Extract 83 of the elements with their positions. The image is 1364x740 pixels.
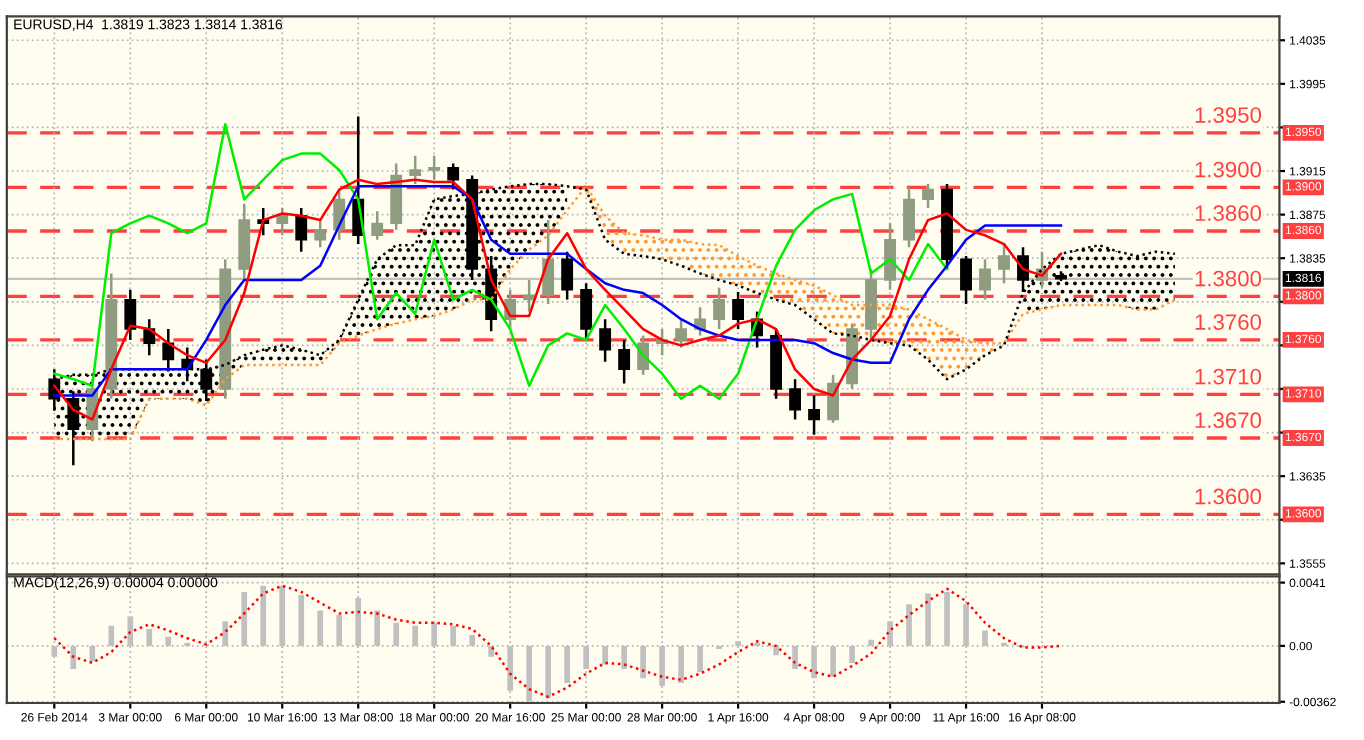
candlestick bbox=[143, 317, 156, 357]
bar bbox=[545, 645, 551, 699]
bar bbox=[108, 625, 115, 646]
bar bbox=[640, 645, 646, 679]
candlestick bbox=[884, 222, 896, 292]
bar bbox=[89, 645, 96, 662]
bar bbox=[659, 645, 665, 687]
candlestick bbox=[789, 377, 801, 421]
bar bbox=[678, 645, 684, 683]
text: 1.3710 bbox=[1195, 368, 1262, 385]
candlestick bbox=[1017, 246, 1029, 294]
bar bbox=[260, 585, 267, 646]
candlestick bbox=[409, 154, 422, 186]
bar bbox=[374, 610, 381, 646]
candlestick bbox=[428, 154, 441, 181]
bar bbox=[849, 645, 855, 663]
text: 1.3760 bbox=[1195, 314, 1262, 330]
candlestick bbox=[960, 254, 972, 306]
candlestick bbox=[390, 162, 403, 232]
text: 1.3800 bbox=[1195, 270, 1262, 287]
bar bbox=[887, 621, 893, 646]
candlestick bbox=[447, 162, 460, 191]
candlestick bbox=[903, 186, 915, 249]
bar bbox=[982, 630, 988, 646]
bar bbox=[507, 645, 514, 691]
bar bbox=[165, 636, 172, 646]
bar bbox=[488, 645, 495, 657]
candlestick bbox=[675, 317, 688, 349]
bar bbox=[450, 625, 457, 646]
bar bbox=[469, 635, 476, 646]
bar bbox=[393, 622, 400, 646]
candlestick bbox=[808, 394, 820, 436]
candlestick bbox=[998, 242, 1010, 285]
candlestick bbox=[371, 210, 384, 241]
bar bbox=[412, 625, 419, 646]
bar bbox=[355, 598, 362, 646]
bar bbox=[336, 615, 343, 646]
bar bbox=[279, 585, 286, 646]
bar bbox=[697, 645, 703, 673]
text: 1.3860 bbox=[1195, 205, 1262, 222]
bar bbox=[830, 645, 836, 677]
candlestick bbox=[276, 206, 289, 237]
candlestick bbox=[580, 282, 593, 342]
bar bbox=[944, 591, 950, 646]
bar bbox=[773, 645, 779, 656]
bar bbox=[431, 622, 438, 646]
candlestick bbox=[599, 317, 612, 363]
text: 1.3600 bbox=[1195, 488, 1262, 505]
text: 1.3670 bbox=[1195, 412, 1262, 429]
line-series bbox=[53, 122, 949, 401]
candlestick bbox=[162, 327, 175, 373]
bar bbox=[298, 594, 305, 646]
candlestick bbox=[618, 338, 631, 385]
bar bbox=[564, 645, 570, 683]
bar bbox=[906, 604, 912, 646]
bar bbox=[868, 639, 874, 646]
candlestick bbox=[713, 286, 726, 331]
candlestick bbox=[67, 389, 80, 467]
bar bbox=[602, 645, 608, 665]
bar bbox=[70, 645, 77, 670]
candlestick bbox=[295, 206, 308, 253]
candlestick bbox=[732, 290, 745, 331]
text: 1.3950 bbox=[1195, 107, 1262, 123]
bar bbox=[621, 645, 627, 670]
bar bbox=[963, 604, 969, 646]
bar bbox=[146, 628, 153, 646]
candlestick bbox=[979, 258, 991, 301]
bar bbox=[222, 621, 229, 646]
candlestick bbox=[922, 182, 934, 210]
bar bbox=[127, 616, 134, 646]
bar bbox=[811, 645, 817, 679]
bar bbox=[526, 645, 533, 702]
bar bbox=[51, 645, 58, 657]
candlestick bbox=[542, 218, 555, 306]
candlestick bbox=[314, 218, 327, 249]
bar bbox=[583, 645, 589, 670]
candlestick bbox=[124, 288, 137, 342]
bar bbox=[317, 610, 324, 646]
bar bbox=[241, 591, 248, 646]
candlestick bbox=[561, 250, 574, 301]
bar bbox=[792, 645, 798, 670]
text: 1.3900 bbox=[1195, 161, 1262, 178]
bar bbox=[925, 593, 931, 646]
